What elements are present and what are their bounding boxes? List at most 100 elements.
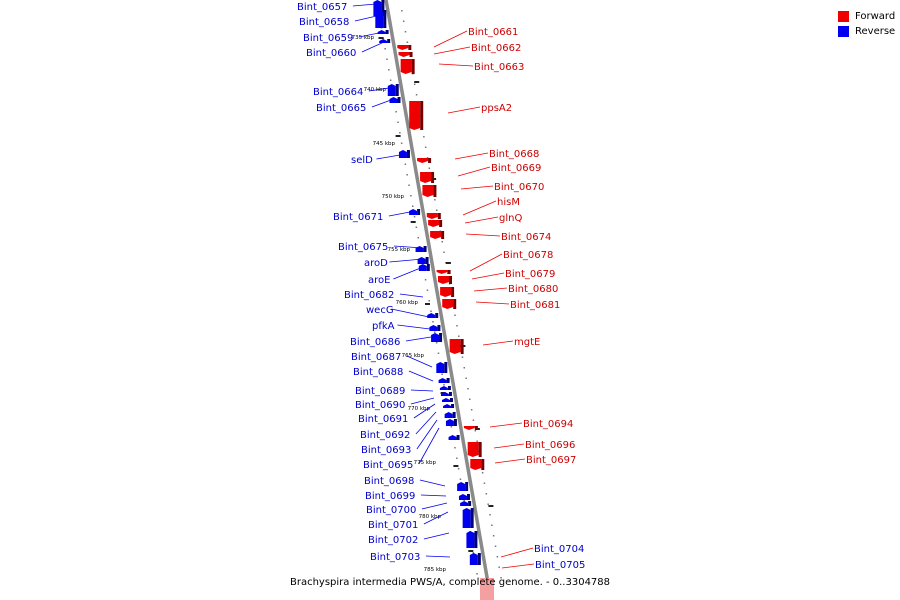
- reverse-gene-label-bint-0688: Bint_0688: [353, 367, 403, 378]
- forward-gene-label-bint-0705: Bint_0705: [535, 560, 585, 571]
- guide-dot: [386, 58, 388, 60]
- reverse-gene-shadow: [387, 39, 391, 43]
- reverse-gene-shadow: [448, 392, 452, 396]
- leader-line: [393, 266, 424, 280]
- forward-gene-shadow: [439, 220, 443, 227]
- forward-gene-label-bint-0674: Bint_0674: [501, 232, 551, 243]
- forward-gene-shadow: [411, 59, 415, 74]
- leader-line: [393, 245, 424, 249]
- forward-gene-shadow: [478, 442, 482, 457]
- gene-features: [373, 0, 485, 565]
- leader-line: [475, 301, 510, 305]
- reverse-gene-label-aroe: aroE: [368, 275, 390, 286]
- leader-line: [408, 370, 434, 382]
- reverse-gene-shadow: [381, 0, 385, 16]
- reverse-gene-label-bint-0693: Bint_0693: [361, 445, 411, 456]
- guide-dot: [404, 163, 407, 165]
- guide-dot: [476, 573, 478, 575]
- scale-tick-label: 760 kbp: [396, 300, 419, 306]
- scale-tick-label: 785 kbp: [424, 567, 447, 573]
- reverse-gene-label-bint-0690: Bint_0690: [355, 400, 405, 411]
- leader-line: [460, 185, 494, 190]
- reverse-gene-label-seld: selD: [351, 155, 373, 166]
- guide-dot: [483, 482, 486, 484]
- reverse-gene-shadow: [474, 531, 478, 548]
- scale-tick-label: 755 kbp: [388, 247, 411, 253]
- leader-line: [358, 31, 385, 38]
- leader-line: [415, 411, 437, 435]
- guide-dot: [496, 556, 499, 558]
- legend-item-forward: Forward: [838, 9, 898, 24]
- reverse-gene-label-bint-0701: Bint_0701: [368, 520, 418, 531]
- forward-gene-feature: [430, 231, 442, 239]
- forward-gene-feature: [422, 185, 434, 197]
- guide-dot: [469, 398, 471, 400]
- leader-line: [457, 166, 491, 177]
- reverse-gene-feature: [448, 435, 457, 440]
- guide-dot: [434, 199, 436, 201]
- reverse-gene-feature: [439, 386, 448, 390]
- scale-dash: [468, 550, 474, 552]
- forward-swatch: [838, 11, 849, 22]
- guide-dot: [489, 514, 491, 516]
- reverse-gene-feature: [438, 378, 447, 383]
- guide-dot: [494, 545, 497, 547]
- reverse-gene-label-bint-0664: Bint_0664: [313, 87, 363, 98]
- guide-dot: [441, 373, 443, 375]
- leader-line: [462, 200, 497, 216]
- guide-dot: [461, 356, 464, 358]
- legend: Forward Reverse: [838, 9, 898, 39]
- guide-dot: [500, 577, 502, 579]
- forward-gene-label-bint-0678: Bint_0678: [503, 250, 553, 261]
- guide-dot: [428, 167, 431, 169]
- guide-dot: [399, 132, 401, 134]
- guide-dot: [395, 111, 397, 113]
- reverse-gene-shadow: [423, 246, 427, 252]
- leader-line: [433, 30, 468, 48]
- guide-dot: [389, 79, 392, 81]
- genome-backbone: [384, 0, 493, 600]
- forward-gene-shadow: [453, 299, 457, 309]
- reverse-gene-label-bint-0675: Bint_0675: [338, 242, 388, 253]
- reverse-gene-shadow: [447, 386, 451, 390]
- forward-gene-shadow: [433, 185, 437, 197]
- leader-line: [354, 14, 382, 22]
- guide-dot: [408, 184, 410, 186]
- guide-dot: [401, 10, 403, 12]
- leader-line: [423, 511, 449, 525]
- guide-dot: [465, 377, 467, 379]
- guide-dot: [430, 310, 432, 312]
- leader-line: [423, 532, 450, 540]
- guide-dot: [472, 419, 475, 421]
- reverse-gene-label-bint-0698: Bint_0698: [364, 476, 414, 487]
- guide-dot: [481, 472, 484, 474]
- leader-line: [410, 389, 434, 392]
- reverse-gene-label-bint-0687: Bint_0687: [351, 352, 401, 363]
- reverse-gene-feature: [458, 494, 467, 500]
- reverse-gene-label-bint-0682: Bint_0682: [344, 290, 394, 301]
- reverse-gene-shadow: [450, 398, 453, 402]
- scale-tick-label: 750 kbp: [382, 194, 405, 200]
- guide-dot: [472, 552, 475, 554]
- reverse-gene-feature: [429, 325, 438, 331]
- leader-line: [500, 547, 534, 558]
- guide-dot: [467, 388, 469, 390]
- reverse-gene-feature: [440, 392, 449, 396]
- forward-gene-shadow: [431, 172, 435, 183]
- forward-gene-shadow: [474, 426, 478, 430]
- forward-gene-label-bint-0662: Bint_0662: [471, 43, 521, 54]
- forward-gene-feature: [436, 270, 448, 274]
- leader-line: [465, 233, 501, 237]
- reverse-gene-label-bint-0692: Bint_0692: [360, 430, 410, 441]
- guide-dot: [404, 31, 407, 33]
- reverse-gene-shadow: [395, 84, 399, 96]
- guide-dot: [463, 367, 465, 369]
- reverse-gene-feature: [417, 257, 426, 264]
- gene-labels: Bint_0657 Bint_0658 Bint_0659 Bint_0660 Bint…: [297, 2, 585, 571]
- legend-label-reverse: Reverse: [855, 26, 896, 37]
- forward-gene-label-bint-0661: Bint_0661: [468, 27, 518, 38]
- reverse-gene-feature: [462, 508, 471, 528]
- forward-gene-label-glnq: glnQ: [499, 213, 522, 224]
- leader-line: [397, 324, 431, 330]
- scale-dash: [414, 81, 420, 83]
